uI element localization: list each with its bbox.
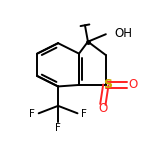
Text: S: S xyxy=(104,78,113,91)
Text: OH: OH xyxy=(114,27,132,40)
Text: O: O xyxy=(98,102,107,115)
Text: F: F xyxy=(81,109,87,119)
Text: F: F xyxy=(29,109,35,119)
Text: O: O xyxy=(128,78,137,91)
Text: F: F xyxy=(55,123,61,133)
